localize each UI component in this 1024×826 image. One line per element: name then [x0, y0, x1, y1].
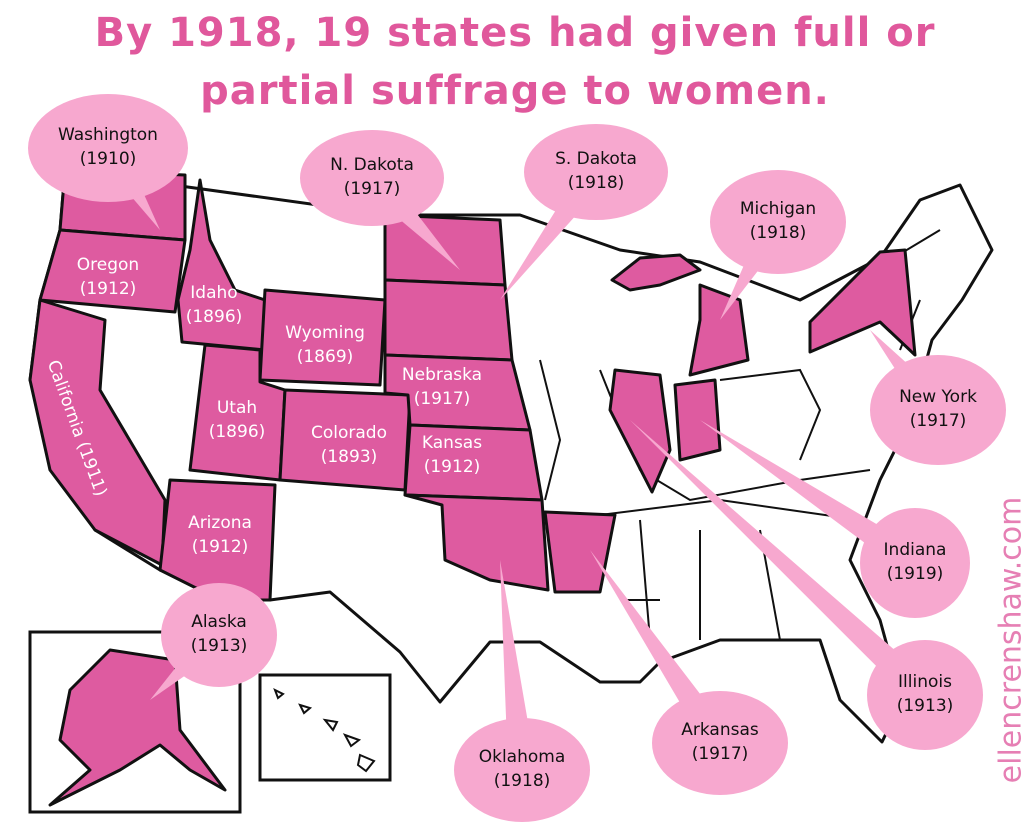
state-year: (1910)	[80, 149, 137, 169]
state-year: (1893)	[321, 447, 378, 467]
state-label: Michigan (1918)	[740, 199, 816, 243]
state-name: Idaho	[190, 283, 237, 303]
credit: ellencrenshaw.com	[994, 497, 1024, 784]
state-label: Alaska (1913)	[191, 612, 248, 656]
state-year: (1912)	[192, 537, 249, 557]
state-name: N. Dakota	[330, 155, 414, 175]
state-label: Kansas (1912)	[422, 433, 482, 477]
state-name: Arizona	[188, 513, 252, 533]
state-label: Arkansas (1917)	[681, 720, 759, 764]
wyoming	[258, 288, 387, 387]
state-label: Arizona (1912)	[188, 513, 252, 557]
state-name: Oregon	[77, 255, 139, 275]
state-label: Oklahoma (1918)	[479, 747, 566, 791]
state-name: Indiana	[884, 540, 947, 560]
state-label: Nebraska (1917)	[402, 365, 482, 409]
state-label: Oregon (1912)	[77, 255, 139, 299]
callout-bubble	[161, 583, 277, 687]
callout-tail	[630, 420, 935, 706]
callout-bubble	[454, 718, 590, 822]
state-year: (1918)	[568, 173, 625, 193]
state-label: Idaho (1896)	[186, 283, 243, 327]
callout-bubble	[652, 691, 788, 795]
state-label: New York (1917)	[899, 387, 977, 431]
state-year: (1918)	[750, 223, 807, 243]
state-year: (1912)	[424, 457, 481, 477]
indiana	[673, 378, 722, 462]
callout-bubble	[300, 130, 444, 226]
us-map	[28, 168, 994, 814]
state-name: Oklahoma	[479, 747, 566, 767]
state-label: Utah (1896)	[209, 398, 266, 442]
callouts	[28, 94, 1006, 822]
state-year: (1918)	[494, 771, 551, 791]
state-name: Kansas	[422, 433, 482, 453]
callout-bubble	[870, 355, 1006, 465]
state-name: Illinois	[898, 672, 952, 692]
state-name: Washington	[58, 125, 158, 145]
state-year: (1917)	[414, 389, 471, 409]
new-york	[808, 248, 917, 357]
oregon	[38, 228, 187, 314]
state-name: Alaska	[191, 612, 247, 632]
state-label: Washington (1910)	[58, 125, 158, 169]
callout-tail	[700, 420, 923, 575]
callout-bubble	[524, 124, 668, 220]
state-year: (1896)	[186, 307, 243, 327]
arkansas	[543, 510, 617, 594]
state-year: (1912)	[80, 279, 137, 299]
state-label: S. Dakota (1918)	[555, 149, 637, 193]
state-label: Indiana (1919)	[884, 540, 947, 584]
state-label: Colorado (1893)	[311, 423, 387, 467]
state-name: Nebraska	[402, 365, 482, 385]
oklahoma	[403, 493, 550, 592]
state-name: Wyoming	[285, 323, 365, 343]
labels: Washington (1910) N. Dakota (1917) S. Dakota…	[43, 125, 977, 791]
state-year: (1917)	[910, 411, 967, 431]
state-label: N. Dakota (1917)	[330, 155, 414, 199]
state-year: (1869)	[297, 347, 354, 367]
state-name: Arkansas	[681, 720, 759, 740]
state-name: Michigan	[740, 199, 816, 219]
state-label: Wyoming (1869)	[285, 323, 365, 367]
state-name: Colorado	[311, 423, 387, 443]
alaska	[48, 648, 227, 807]
state-name: Utah	[217, 398, 257, 418]
michigan-lower	[688, 283, 750, 377]
hawaii	[273, 687, 376, 773]
state-year: (1896)	[209, 422, 266, 442]
illinois	[608, 368, 672, 494]
callout-bubble	[867, 640, 983, 750]
state-name: New York	[899, 387, 977, 407]
callout-bubble	[860, 508, 970, 618]
south-dakota	[383, 278, 514, 362]
title: By 1918, 19 states had given full or par…	[94, 10, 936, 114]
callout-bubble	[710, 170, 846, 274]
state-label: Illinois (1913)	[897, 672, 954, 716]
state-year: (1919)	[887, 564, 944, 584]
north-dakota	[383, 213, 507, 287]
callout-bubble	[28, 94, 188, 202]
state-year: (1913)	[897, 696, 954, 716]
state-year: (1913)	[191, 636, 248, 656]
state-year: (1917)	[692, 744, 749, 764]
state-year: (1917)	[344, 179, 401, 199]
michigan-upper	[610, 253, 702, 292]
state-name: S. Dakota	[555, 149, 637, 169]
